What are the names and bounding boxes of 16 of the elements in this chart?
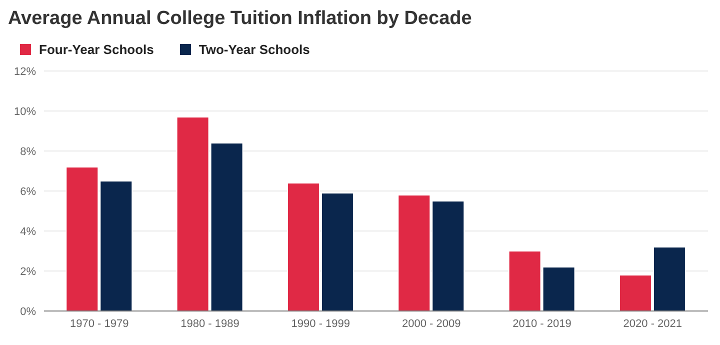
y-tick-label: 8% [20,146,36,158]
legend-label: Two-Year Schools [198,42,310,57]
y-tick-label: 12% [14,66,36,78]
y-tick-label: 4% [20,226,36,238]
chart-title: Average Annual College Tuition Inflation by Decade [8,8,473,31]
legend-label: Four-Year Schools [39,42,154,57]
x-tick-label: 2020 - 2021 [623,318,682,330]
x-tick-label: 2000 - 2009 [402,318,461,330]
x-tick-label: 1990 - 1999 [291,318,350,330]
x-tick-label: 1970 - 1979 [70,318,129,330]
y-tick-label: 10% [14,106,36,118]
x-tick-label: 1980 - 1989 [180,318,240,330]
y-tick-label: 6% [20,186,36,198]
y-tick-label: 0% [20,306,36,318]
x-tick-label: 2010 - 2019 [512,318,572,330]
y-tick-label: 2% [20,266,36,278]
